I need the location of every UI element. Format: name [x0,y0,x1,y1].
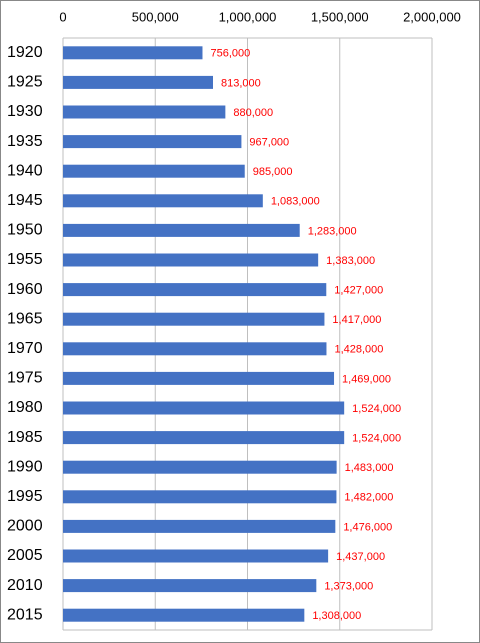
value-label: 1,308,000 [312,610,361,622]
value-label: 1,083,000 [271,196,320,208]
y-tick-label: 2015 [7,606,43,623]
bar [63,460,337,474]
value-label: 1,283,000 [308,225,357,237]
value-label: 1,373,000 [324,581,373,593]
value-label: 967,000 [249,137,289,149]
y-tick-label: 1960 [7,281,43,298]
bar [63,519,336,533]
y-tick-label: 1965 [7,310,43,327]
bar [63,105,226,119]
y-tick-label: 1930 [7,103,43,120]
bar [63,253,319,267]
value-label: 1,383,000 [326,255,375,267]
value-label: 1,428,000 [334,344,383,356]
bar [63,549,329,563]
value-label: 985,000 [253,166,293,178]
bar [63,194,263,208]
bar [63,135,242,149]
bar [63,164,245,178]
bar [63,46,203,60]
y-tick-label: 1945 [7,192,43,209]
y-tick-label: 1955 [7,251,43,268]
y-tick-label: 2010 [7,577,43,594]
value-label: 813,000 [221,77,261,89]
y-tick-label: 1980 [7,399,43,416]
bar [63,579,317,593]
y-tick-label: 1935 [7,133,43,150]
value-label: 756,000 [210,48,250,60]
x-tick-label: 500,000 [132,9,179,24]
value-label: 1,524,000 [352,403,401,415]
x-tick-label: 0 [59,9,66,24]
y-tick-label: 1950 [7,222,43,239]
y-tick-label: 1990 [7,458,43,475]
y-tick-label: 1970 [7,340,43,357]
value-label: 880,000 [233,107,273,119]
bar [63,223,300,237]
value-label: 1,476,000 [343,521,392,533]
value-label: 1,437,000 [336,551,385,563]
bar [63,342,327,356]
y-tick-label: 1940 [7,162,43,179]
y-tick-label: 1925 [7,74,43,91]
value-label: 1,482,000 [344,492,393,504]
value-label: 1,427,000 [334,285,383,297]
bar [63,431,345,445]
y-tick-label: 1920 [7,44,43,61]
y-tick-label: 1995 [7,488,43,505]
y-tick-label: 2000 [7,518,43,535]
bar [63,490,337,504]
value-label: 1,524,000 [352,433,401,445]
x-tick-label: 2,000,000 [403,9,461,24]
bar [63,401,345,415]
x-tick-label: 1,500,000 [311,9,369,24]
value-label: 1,469,000 [342,373,391,385]
y-tick-label: 1975 [7,370,43,387]
bar [63,312,325,326]
value-label: 1,483,000 [345,462,394,474]
value-label: 1,417,000 [332,314,381,326]
y-tick-label: 1985 [7,429,43,446]
bar [63,371,335,385]
x-tick-label: 1,000,000 [219,9,277,24]
bar [63,608,305,622]
bar [63,75,213,89]
bar [63,283,327,297]
y-tick-label: 2005 [7,547,43,564]
